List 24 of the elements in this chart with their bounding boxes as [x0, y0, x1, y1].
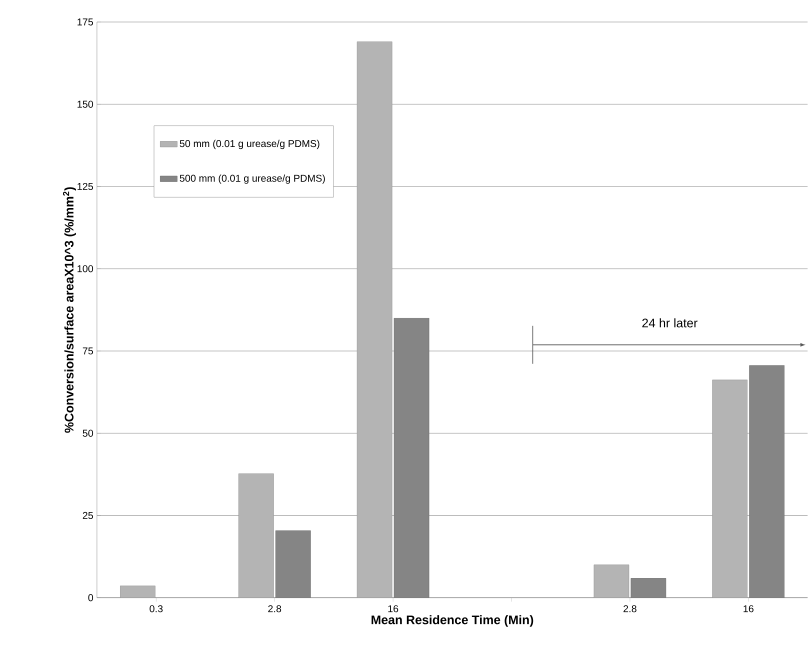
x-tick-label: 2.8: [268, 605, 282, 612]
legend-label: 500 mm (0.01 g urease/g PDMS): [180, 174, 325, 184]
x-axis-title: Mean Residence Time (Min): [372, 615, 534, 627]
bar: [394, 318, 430, 598]
y-tick-label: 0: [88, 594, 94, 602]
y-tick-label: 50: [82, 430, 94, 437]
bar: [749, 365, 785, 598]
x-tick-label: 2.8: [624, 605, 636, 612]
legend-label: 50 mm (0.01 g urease/g PDMS): [180, 140, 320, 150]
annotation: 24 hr later: [642, 318, 698, 328]
y-tick-label: 125: [78, 183, 94, 190]
bar: [275, 530, 311, 598]
x-tick-label: 16: [388, 605, 398, 612]
x-tick-label: 0.3: [150, 605, 163, 612]
bar: [630, 578, 666, 598]
bar: [594, 564, 630, 598]
y-axis-title: %Conversion/surface areaX10^3 (%/mm$^{2}$): [62, 187, 76, 433]
y-tick-label: 175: [78, 18, 94, 26]
y-tick-label: 150: [78, 100, 94, 108]
x-tick-label: 16: [744, 605, 754, 612]
y-tick-label: 25: [82, 512, 94, 520]
y-tick-label: 75: [82, 348, 94, 355]
bar: [120, 586, 156, 598]
y-tick-label: 100: [78, 265, 94, 272]
